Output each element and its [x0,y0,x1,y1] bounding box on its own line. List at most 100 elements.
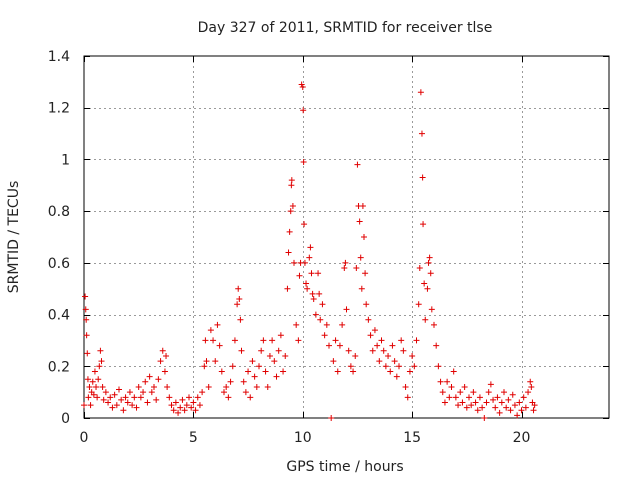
data-point [218,368,225,375]
data-point [450,368,457,375]
data-point [240,378,247,385]
data-point [391,358,398,365]
data-point [421,280,428,287]
data-point [126,389,133,396]
data-point [83,316,90,323]
data-point [470,389,477,396]
data-point [398,337,405,344]
y-tick-label: 1 [61,152,70,168]
data-point [376,358,383,365]
data-point [385,352,392,359]
data-point [296,272,303,279]
data-point [308,270,315,277]
data-point [273,373,280,380]
data-point [190,399,197,406]
data-point [468,402,475,409]
data-point [357,254,364,261]
data-point [289,202,296,209]
data-point [466,394,472,401]
data-point [509,391,516,398]
data-point [326,342,332,349]
data-point [361,234,367,240]
data-point [118,396,125,403]
data-point [463,404,470,411]
data-point [433,342,440,349]
data-point [441,399,448,406]
data-point [205,383,212,390]
data-point [485,389,492,396]
data-point [328,415,335,421]
data-point [511,402,518,409]
chart-title: Day 327 of 2011, SRMTID for receiver tls… [198,20,493,36]
data-point [277,332,284,339]
data-point [505,396,512,403]
data-point [352,352,359,359]
data-point [380,347,387,354]
data-point [275,347,282,354]
data-point [227,378,234,385]
data-point [286,228,293,235]
data-point [177,404,184,411]
data-point [201,363,208,370]
data-points [81,81,538,421]
data-point [148,389,155,396]
x-tick-label: 5 [189,430,198,446]
data-point [448,383,455,390]
data-point [479,404,486,411]
data-point [245,368,252,375]
data-point [420,221,427,228]
data-point [319,301,326,308]
x-tick-label: 0 [80,430,89,446]
data-point [188,404,195,411]
data-point [316,290,323,297]
plot-frame [83,55,610,419]
data-point [496,409,503,416]
data-point [91,368,98,375]
data-point [501,389,507,396]
tick-marks [84,56,609,419]
data-point [258,347,265,354]
data-point [203,358,210,365]
data-point [140,389,147,396]
data-point [425,259,432,266]
data-point [503,404,510,411]
data-point [522,404,529,411]
data-point [315,270,322,277]
data-point [422,316,429,323]
data-point [269,337,276,344]
data-point [236,296,243,303]
data-point [221,389,227,396]
data-point [446,394,453,401]
data-point [317,316,324,323]
data-point [365,316,372,323]
data-point [186,394,192,401]
data-point [247,394,254,401]
data-point [483,399,490,406]
data-point [249,358,256,365]
data-point [288,177,295,184]
data-point [301,259,308,266]
data-point [253,383,260,390]
y-tick-label: 1.4 [48,49,70,65]
data-point [229,363,236,370]
data-point [153,396,160,403]
data-point [301,221,308,228]
data-point [202,337,209,344]
data-point [363,301,370,308]
data-point [172,399,179,406]
data-point [459,399,466,406]
data-point [223,383,230,390]
x-tick-label: 15 [403,430,421,446]
data-point [129,402,136,409]
data-point [111,391,118,398]
y-tick-label: 0.8 [48,204,70,220]
data-point [312,311,319,318]
data-point [354,161,361,168]
data-point [424,285,431,292]
data-point [359,202,366,209]
data-point [406,368,413,375]
data-point [100,396,107,403]
data-point [183,402,190,409]
data-point [157,358,164,365]
